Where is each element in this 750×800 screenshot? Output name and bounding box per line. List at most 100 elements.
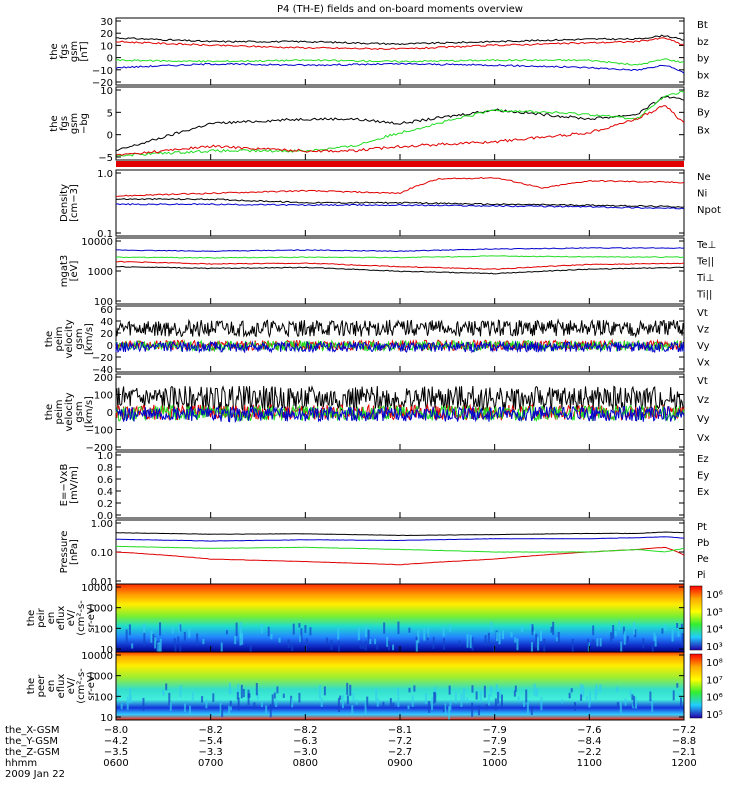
spectrogram-speckle [680,623,683,629]
ytick-label: −20 [92,78,113,89]
ytick-label: 5 [107,108,113,119]
ytick-label: 10 [100,713,113,724]
spectrogram-speckle [664,624,667,631]
spectrogram-speckle [489,685,492,697]
spectrogram-speckle [291,698,294,708]
spectrogram-speckle [367,629,370,644]
legend-ni: Ni [697,189,707,200]
colorbar-tick: 10⁴ [706,625,723,636]
spectrogram-speckle [677,692,680,698]
series-pt-line [115,531,684,537]
spectrogram-speckle [270,633,273,640]
spectrogram-speckle [599,637,602,647]
spectrogram-speckle [304,644,307,651]
spectrogram-speckle [499,689,502,699]
ylabel-line: [km/s] [84,323,95,355]
spectrogram-speckle [677,630,680,637]
spectrogram-speckle [158,642,161,655]
spectrogram-speckle [497,691,500,704]
spectrogram-speckle [126,696,129,710]
spectrogram-speckle [143,632,146,647]
spectrogram-speckle [173,638,176,647]
ylabel-line: en [46,612,57,625]
spectrogram-speckle [533,683,536,697]
spectrogram-speckle [498,632,501,645]
spectrogram-speckle [568,692,571,699]
spectrogram-speckle [620,641,623,655]
spectrogram-8 [116,584,684,652]
spectrogram-speckle [536,688,539,697]
xaxis-value: −8.1 [388,725,412,736]
spectrogram-speckle [282,693,285,698]
spectrogram-speckle [616,686,619,693]
ytick-label: 1000 [88,267,113,278]
spectrogram-speckle [320,697,323,707]
ylabel-line: sr-eV) [86,603,97,632]
spectrogram-speckle [364,625,367,638]
legend-vx: Vx [697,358,710,369]
spectrogram-speckle [202,638,205,645]
legend-pe: Pe [697,554,709,565]
xaxis-row-name: hhmm [5,758,37,769]
spectrogram-speckle [502,630,505,640]
xaxis-value: 0700 [198,758,223,769]
spectrogram-speckle [573,702,576,711]
spectrogram-speckle [428,701,431,713]
ytick-label: 1.0 [97,169,113,180]
series-pe-line [115,545,685,553]
spectrogram-speckle [612,625,615,639]
spectrogram-speckle [352,693,355,701]
xaxis-value: 0800 [293,758,318,769]
spectrogram-speckle [510,631,513,638]
ylabel-line: the [49,43,60,59]
spectrogram-speckle [570,688,573,693]
legend-bt: Bt [697,20,708,31]
spectrogram-speckle [514,637,517,643]
spectrogram-speckle [278,637,281,643]
spectrogram-speckle [517,696,520,702]
spectrogram-speckle [220,642,223,655]
spectrogram-speckle [171,626,174,634]
spectrogram-speckle [442,705,445,713]
spectrogram-speckle [131,643,134,649]
mode-bar [116,161,684,167]
spectrogram-speckle [596,638,599,647]
ytick-label: 0.2 [97,499,113,510]
spectrogram-speckle [610,632,613,642]
spectrogram-speckle [671,628,674,642]
spectrogram-speckle [448,706,451,720]
spectrogram-speckle [449,624,452,632]
spectrogram-speckle [513,690,516,697]
spectrogram-speckle [413,685,416,692]
series-te-line [115,265,685,275]
spectrogram-speckle [586,638,589,647]
legend-ti: Ti⊥ [696,273,714,284]
legend-pi: Pi [697,570,706,581]
spectrogram-speckle [174,644,177,659]
spectrogram-speckle [530,706,533,715]
spectrogram-speckle [417,630,420,643]
panel-frame-1 [115,86,685,161]
ylabel-line: [mV/m] [69,466,80,504]
ylabel-line: the [26,610,37,626]
ytick-label: 10 [100,41,113,52]
spectrogram-speckle [178,622,181,633]
ylabel-line: peer [36,674,47,698]
spectrogram-speckle [376,698,379,707]
spectrogram-speckle [471,637,474,651]
ylabel-line: [eV] [69,261,80,282]
xaxis-row-name: the_Z-GSM [5,747,60,758]
ylabel-line: velocity [64,319,75,358]
spectrogram-speckle [364,701,367,715]
series-vt-line [115,318,685,339]
ytick-label: −10 [92,66,113,77]
spectrogram-speckle [624,698,627,706]
spectrogram-speckle [676,683,679,688]
legend-pb: Pb [697,538,709,549]
xaxis-value: 1000 [482,758,507,769]
legend-npot: Npot [697,205,721,216]
spectrogram-speckle [642,638,645,649]
spectrogram-speckle [292,623,295,635]
spectrogram-speckle [500,694,503,708]
legend-te: Te|| [696,257,714,268]
